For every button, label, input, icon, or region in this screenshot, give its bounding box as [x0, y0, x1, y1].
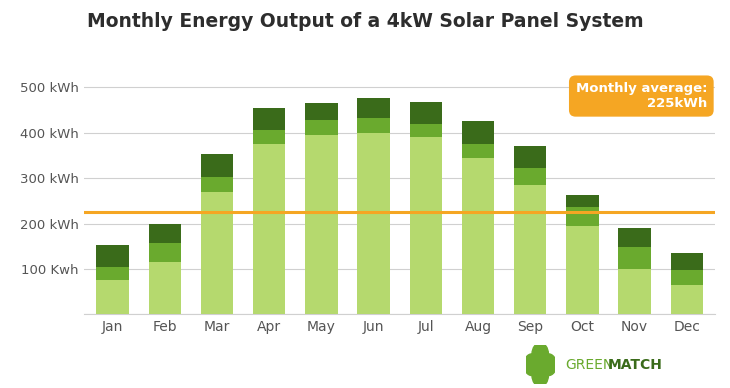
Bar: [96, 280, 128, 314]
Bar: [358, 133, 390, 314]
Circle shape: [524, 354, 540, 376]
Bar: [566, 226, 599, 314]
Bar: [96, 267, 128, 280]
Text: GREEN: GREEN: [566, 358, 614, 372]
Bar: [671, 285, 703, 314]
Bar: [410, 102, 442, 124]
Text: Monthly Energy Output of a 4kW Solar Panel System: Monthly Energy Output of a 4kW Solar Pan…: [87, 12, 643, 31]
Bar: [410, 137, 442, 314]
Bar: [358, 98, 390, 118]
Text: Monthly average:
225kWh: Monthly average: 225kWh: [575, 82, 707, 110]
Bar: [149, 243, 181, 262]
Bar: [149, 223, 181, 243]
Text: ❤: ❤: [539, 359, 549, 372]
Bar: [305, 120, 337, 135]
Bar: [410, 124, 442, 137]
Bar: [514, 168, 546, 185]
Bar: [618, 247, 650, 269]
Bar: [253, 130, 285, 144]
Bar: [671, 270, 703, 285]
Bar: [514, 185, 546, 314]
Circle shape: [532, 343, 548, 365]
Bar: [149, 262, 181, 314]
Circle shape: [532, 365, 548, 386]
Bar: [358, 118, 390, 133]
Text: MATCH: MATCH: [608, 358, 663, 372]
Bar: [618, 269, 650, 314]
Bar: [201, 154, 233, 177]
Bar: [671, 253, 703, 270]
Bar: [566, 207, 599, 226]
Bar: [96, 245, 128, 267]
Bar: [618, 228, 650, 247]
Bar: [305, 103, 337, 120]
Circle shape: [540, 354, 556, 376]
Bar: [253, 144, 285, 314]
Bar: [462, 144, 494, 158]
Bar: [566, 196, 599, 207]
Bar: [462, 121, 494, 144]
Bar: [305, 135, 337, 314]
Bar: [253, 108, 285, 130]
Bar: [514, 146, 546, 168]
Bar: [201, 192, 233, 314]
Bar: [201, 177, 233, 192]
Bar: [462, 158, 494, 314]
